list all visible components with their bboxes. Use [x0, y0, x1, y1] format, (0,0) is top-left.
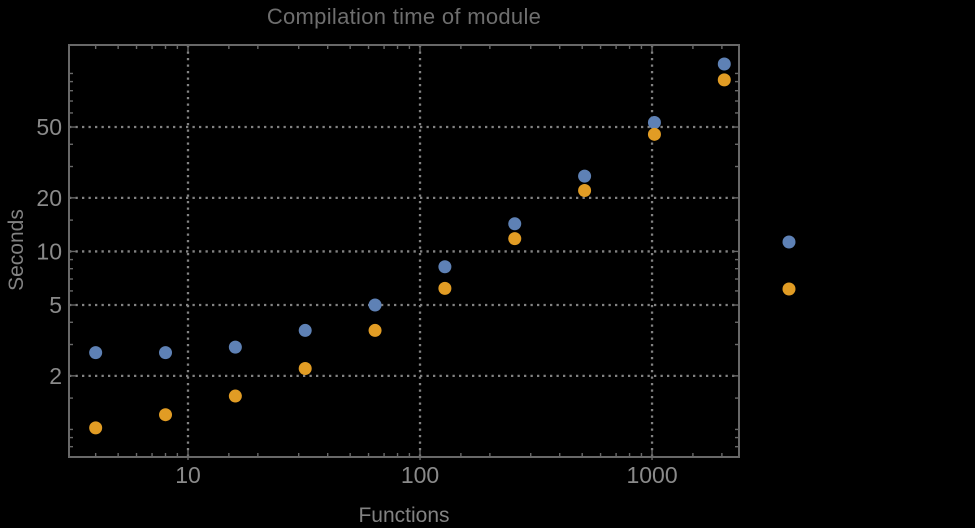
- plot-frame: [68, 44, 740, 458]
- legend-marker-series-2-orange: [782, 282, 796, 296]
- data-point-series-2-orange-x16: [228, 389, 242, 403]
- y-tick-label-10: 10: [36, 238, 62, 264]
- data-point-series-1-blue-x512: [578, 169, 592, 183]
- x-tick-label-100: 100: [401, 462, 439, 488]
- data-point-series-2-orange-x32: [298, 361, 312, 375]
- x-tick-label-1000: 1000: [626, 462, 677, 488]
- y-tick-label-50: 50: [36, 114, 62, 140]
- y-tick-label-2: 2: [49, 363, 62, 389]
- data-point-series-1-blue-x256: [508, 217, 522, 231]
- data-point-series-1-blue-x16: [228, 340, 242, 354]
- data-point-series-2-orange-x512: [578, 183, 592, 197]
- data-point-series-1-blue-x1024: [647, 116, 661, 130]
- x-tick-label-10: 10: [175, 462, 201, 488]
- data-point-series-2-orange-x64: [368, 323, 382, 337]
- y-tick-label-5: 5: [49, 292, 62, 318]
- data-point-series-1-blue-x128: [438, 260, 452, 274]
- data-point-series-2-orange-x128: [438, 281, 452, 295]
- data-point-series-2-orange-x256: [508, 232, 522, 246]
- legend-marker-series-1-blue: [782, 235, 796, 249]
- data-point-series-1-blue-x32: [298, 323, 312, 337]
- chart-title: Compilation time of module: [266, 4, 542, 29]
- data-point-series-2-orange-x1024: [647, 127, 661, 141]
- data-point-series-1-blue-x8: [159, 346, 173, 360]
- data-point-series-2-orange-x2048: [717, 73, 731, 87]
- data-point-series-1-blue-x2048: [717, 57, 731, 71]
- data-point-series-2-orange-x4: [89, 421, 103, 435]
- data-point-series-2-orange-x8: [159, 408, 173, 422]
- data-point-series-1-blue-x64: [368, 298, 382, 312]
- y-tick-label-20: 20: [36, 185, 62, 211]
- data-point-series-1-blue-x4: [89, 346, 103, 360]
- y-axis-label: Seconds: [5, 209, 28, 291]
- x-axis-label: Functions: [358, 504, 450, 527]
